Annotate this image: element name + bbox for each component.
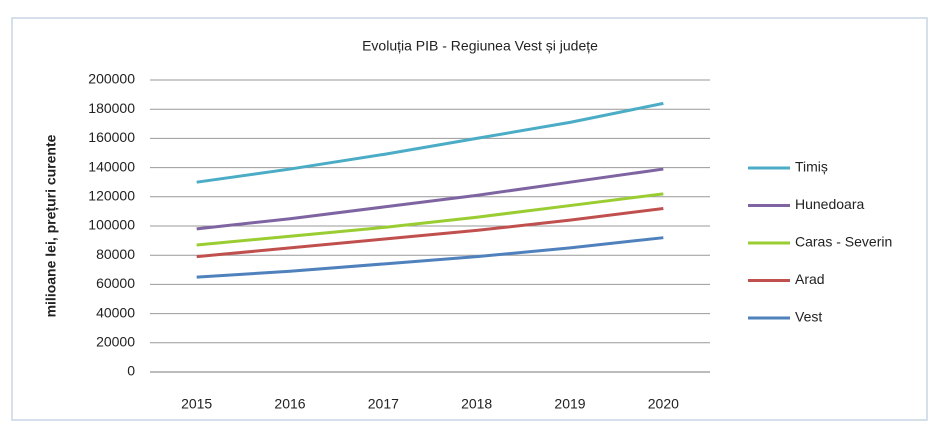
- x-tick-label: 2020: [648, 396, 679, 412]
- line-series: [196, 206, 664, 259]
- y-tick-label: 140000: [88, 158, 135, 174]
- x-tick-label: 2016: [274, 396, 305, 412]
- y-tick-label: 20000: [96, 334, 135, 350]
- x-tick-label: 2015: [181, 396, 212, 412]
- line-series: [196, 101, 664, 184]
- line-series: [196, 167, 664, 231]
- y-tick-label: 200000: [88, 71, 135, 87]
- y-tick-label: 180000: [88, 100, 135, 116]
- line-series: [196, 236, 664, 279]
- legend-label: Caras - Severin: [795, 234, 892, 250]
- y-axis-label: milioane lei, prețuri curente: [43, 134, 59, 317]
- x-tick-label: 2019: [554, 396, 585, 412]
- y-tick-label: 60000: [96, 275, 135, 291]
- chart-title: Evoluția PIB - Regiunea Vest și județe: [362, 38, 598, 54]
- x-tick-label: 2018: [461, 396, 492, 412]
- y-tick-label: 120000: [88, 188, 135, 204]
- legend-label: Timiș: [795, 159, 828, 175]
- legend-label: Hunedoara: [795, 196, 864, 212]
- y-tick-label: 0: [127, 363, 135, 379]
- y-tick-label: 80000: [96, 246, 135, 262]
- legend-label: Arad: [795, 271, 825, 287]
- y-tick-label: 100000: [88, 217, 135, 233]
- x-tick-label: 2017: [368, 396, 399, 412]
- legend-label: Vest: [795, 309, 822, 325]
- y-tick-label: 160000: [88, 129, 135, 145]
- y-tick-label: 40000: [96, 304, 135, 320]
- line-series: [196, 192, 664, 247]
